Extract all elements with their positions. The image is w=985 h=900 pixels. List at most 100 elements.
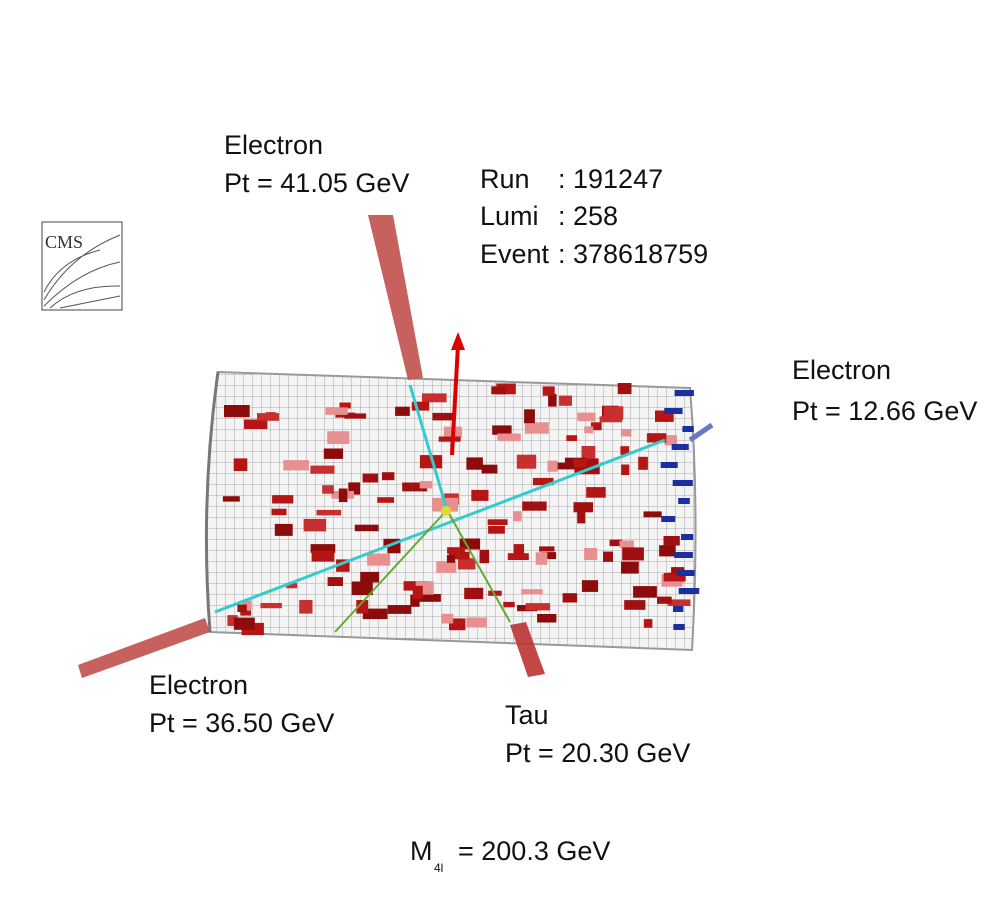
calo-deposit [464,588,483,599]
muon-deposit [673,624,684,630]
calo-deposit [548,461,558,472]
calo-deposit [447,547,465,554]
calo-deposit [223,496,240,501]
calo-deposit [586,487,606,498]
calo-deposit [363,474,379,483]
particle-pt: Pt = 41.05 GeV [224,168,409,198]
calo-deposit [644,619,653,628]
calo-deposit [388,605,412,614]
calo-deposit [543,386,555,395]
calo-deposit [573,459,587,468]
calo-deposit [420,481,433,488]
calo-deposit [224,405,250,417]
calo-deposit [413,586,423,599]
calo-deposit [491,386,506,394]
calo-deposit [360,572,379,583]
muon-deposit [674,552,693,558]
calo-deposit [584,548,597,560]
logo-text: CMS [45,232,83,252]
calo-deposit [322,485,334,494]
calo-deposit [377,497,394,503]
muon-deposit [682,426,693,432]
calo-deposit [442,614,454,624]
calo-deposit [299,600,312,614]
calo-deposit [283,460,309,470]
calo-deposit [325,407,347,415]
calo-deposit [633,586,657,598]
calo-deposit [522,502,546,511]
calo-deposit [304,519,327,532]
calo-deposit [382,472,394,480]
calo-deposit [603,552,613,562]
cms-logo: CMS [42,222,122,310]
calo-deposit [537,614,556,623]
muon-deposit [672,444,689,450]
calo-deposit [272,495,293,503]
calo-deposit [539,546,554,551]
calo-deposit [497,434,521,442]
calo-deposit [563,593,578,602]
calo-deposit [521,589,542,594]
mass-symbol: M [410,836,433,866]
calo-deposit [657,597,672,604]
calo-deposit [548,394,557,407]
particle-pt: Pt = 12.66 GeV [792,396,977,426]
muon-deposit [661,462,678,468]
muon-deposit [677,570,695,576]
calo-deposit [644,511,662,517]
mass-value: = 200.3 GeV [458,836,610,866]
calo-deposit [536,552,548,565]
arrow-head [451,332,465,350]
info-value: : 258 [558,201,618,231]
calo-deposit [622,547,644,560]
calo-deposit [517,455,536,469]
calo-deposit [584,426,593,433]
calo-deposit [513,511,522,521]
calo-deposit [310,466,334,474]
calo-deposit [328,577,343,586]
calo-deposit [261,603,282,608]
electron-arrow [78,618,210,678]
calo-deposit [618,383,632,394]
calo-deposit [582,580,598,592]
calo-deposit [395,407,410,416]
calo-deposit [480,550,490,563]
calo-deposit [659,545,676,556]
calo-deposit [574,502,594,512]
page: {"logo": "CMS", "particles": [ {"name": … [0,0,985,900]
calo-deposit [327,431,349,444]
calo-deposit [244,420,267,430]
vertex [441,506,451,516]
info-key: Lumi [480,201,539,231]
particle-name: Electron [149,670,248,700]
calo-deposit [664,536,680,546]
calo-deposit [466,618,487,628]
electron-arrow [368,215,423,380]
particle-pt: Pt = 20.30 GeV [505,738,690,768]
calo-deposit [621,562,639,574]
calo-deposit [492,425,511,434]
calo-deposit [367,554,390,566]
calo-deposit [559,396,572,406]
calo-deposit [324,449,343,459]
calo-deposit [422,393,447,402]
calo-deposit [257,413,279,421]
calo-deposit [508,553,529,560]
calo-deposit [582,446,596,459]
info-key: Event [480,239,550,269]
particle-name: Electron [792,355,891,385]
calo-deposit [317,510,342,516]
calo-deposit [466,457,483,469]
calo-deposit [312,551,335,562]
calo-deposit [524,409,535,423]
calo-deposit [488,519,508,525]
calo-deposit [234,458,248,471]
calo-deposit [624,600,645,610]
muon-deposit [673,480,693,486]
calo-deposit [566,435,577,441]
calo-deposit [447,555,455,563]
particle-pt: Pt = 36.50 GeV [149,708,334,738]
muon-deposit [661,516,675,522]
calo-deposit [526,603,551,610]
calo-deposit [577,511,585,524]
